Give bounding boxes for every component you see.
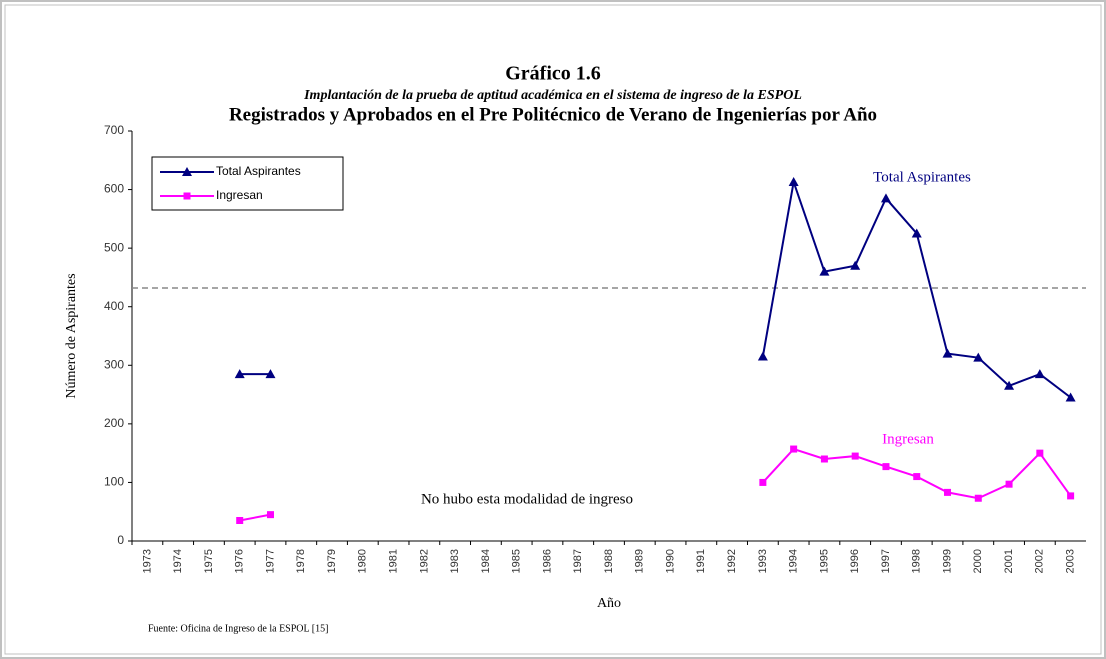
y-tick-label: 400 <box>104 299 124 313</box>
point <box>1036 449 1044 457</box>
legend-label: Ingresan <box>216 188 263 202</box>
annotation: No hubo esta modalidad de ingreso <box>421 491 633 507</box>
annotation: Total Aspirantes <box>873 169 971 185</box>
point <box>942 348 953 358</box>
x-tick-label: 1987 <box>572 549 584 573</box>
point <box>236 517 244 524</box>
point <box>851 452 859 460</box>
x-tick-label: 1990 <box>664 549 676 573</box>
point <box>973 352 984 362</box>
y-tick-label: 300 <box>104 357 124 371</box>
point <box>913 473 921 481</box>
chart-subtitle: Implantación de la prueba de aptitud aca… <box>303 88 802 103</box>
source: Fuente: Oficina de Ingreso de la ESPOL [… <box>148 623 328 634</box>
point <box>1004 380 1015 390</box>
x-tick-label: 1998 <box>911 549 923 573</box>
x-axis-label: Año <box>597 596 621 611</box>
point <box>757 351 768 361</box>
point <box>759 478 767 486</box>
x-tick-label: 1997 <box>880 549 892 573</box>
x-tick-label: 1979 <box>326 549 338 573</box>
point <box>234 369 245 379</box>
x-tick-label: 1975 <box>203 549 215 573</box>
x-tick-label: 2003 <box>1065 549 1077 573</box>
point <box>819 266 830 276</box>
point <box>265 369 276 379</box>
x-tick-label: 1976 <box>234 549 246 573</box>
point <box>850 260 861 270</box>
chart-title: Gráfico 1.6 <box>505 63 601 85</box>
x-tick-label: 2000 <box>972 549 984 573</box>
point <box>911 228 922 238</box>
frame-inner <box>4 4 1102 655</box>
point <box>974 494 982 502</box>
point <box>790 445 798 453</box>
point <box>820 455 828 463</box>
point <box>266 511 274 519</box>
point <box>882 463 890 471</box>
point <box>944 488 952 496</box>
x-tick-label: 1991 <box>695 549 707 573</box>
x-tick-label: 1995 <box>818 549 830 573</box>
point <box>788 176 799 186</box>
x-tick-label: 1984 <box>480 549 492 573</box>
x-tick-label: 1996 <box>849 549 861 573</box>
x-tick-label: 1993 <box>757 549 769 573</box>
point <box>880 193 891 203</box>
x-tick-label: 1986 <box>541 549 553 573</box>
annotation: Ingresan <box>882 431 934 447</box>
y-tick-label: 600 <box>104 182 124 196</box>
point <box>183 192 191 200</box>
point <box>1065 392 1076 402</box>
point <box>1067 492 1075 500</box>
y-tick-label: 0 <box>117 533 124 547</box>
x-tick-label: 1980 <box>357 549 369 573</box>
y-tick-label: 200 <box>104 416 124 430</box>
x-tick-label: 1985 <box>511 549 523 573</box>
x-tick-label: 1999 <box>941 549 953 573</box>
point <box>182 167 192 176</box>
legend <box>151 156 344 211</box>
x-tick-label: 2002 <box>1034 549 1046 573</box>
x-tick-label: 1992 <box>726 549 738 573</box>
x-tick-label: 1977 <box>264 549 276 573</box>
y-tick-label: 700 <box>104 123 124 137</box>
y-tick-label: 500 <box>104 240 124 254</box>
x-tick-label: 1973 <box>141 549 153 573</box>
x-tick-label: 1988 <box>603 549 615 573</box>
x-tick-label: 2001 <box>1003 549 1015 573</box>
point <box>1005 480 1013 488</box>
x-tick-label: 1983 <box>449 549 461 573</box>
y-axis-label: Número de Aspirantes <box>64 273 79 398</box>
x-tick-label: 1974 <box>172 549 184 573</box>
x-tick-label: 1982 <box>418 549 430 573</box>
x-tick-label: 1994 <box>788 549 800 573</box>
point <box>1034 369 1045 379</box>
x-tick-label: 1978 <box>295 549 307 573</box>
x-tick-label: 1981 <box>387 549 399 573</box>
chart-heading: Registrados y Aprobados en el Pre Polité… <box>229 104 877 125</box>
x-tick-label: 1989 <box>634 549 646 573</box>
y-tick-label: 100 <box>104 475 124 489</box>
legend-label: Total Aspirantes <box>216 164 301 178</box>
